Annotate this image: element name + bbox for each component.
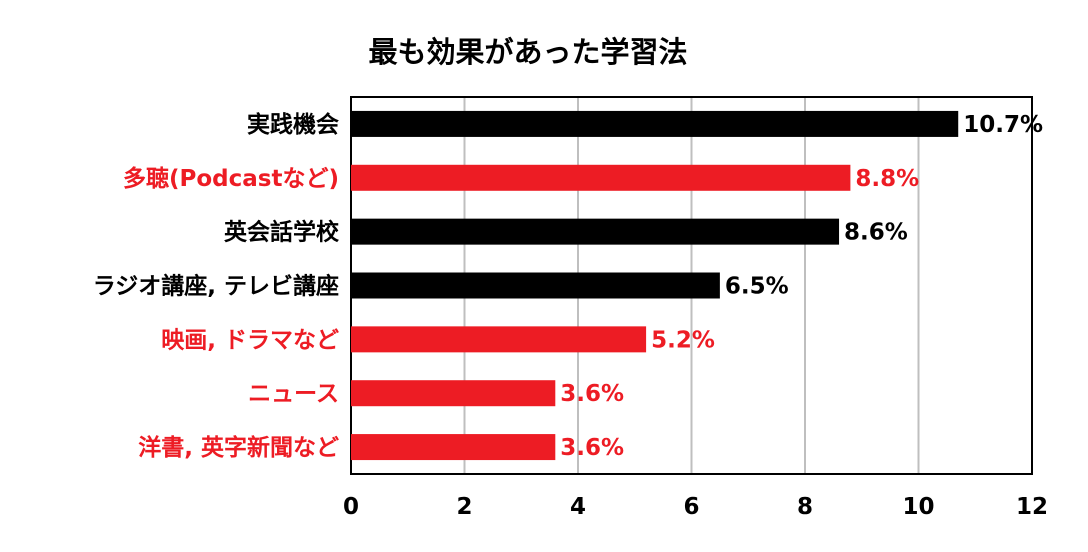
category-label: ラジオ講座, テレビ講座 — [93, 273, 339, 300]
data-label: 3.6% — [560, 381, 624, 407]
bar — [351, 326, 647, 353]
data-label: 3.6% — [560, 435, 624, 461]
x-tick-label: 10 — [902, 494, 934, 520]
data-label: 8.6% — [844, 220, 908, 246]
x-tick-label: 0 — [343, 494, 359, 520]
bar — [351, 380, 556, 407]
bars — [351, 110, 959, 461]
chart-title: 最も効果があった学習法 — [368, 35, 687, 69]
x-axis-tick-labels: 0 2 4 6 8 10 12 — [343, 494, 1048, 520]
data-label: 5.2% — [651, 327, 715, 353]
x-tick-label: 6 — [683, 494, 699, 520]
category-label: 映画, ドラマなど — [161, 327, 339, 353]
x-tick-label: 2 — [456, 494, 472, 520]
x-tick-label: 12 — [1016, 494, 1048, 520]
category-label: 洋書, 英字新聞など — [138, 434, 339, 461]
bar — [351, 218, 840, 245]
value-labels: 10.7% 8.8% 8.6% 6.5% 5.2% 3.6% 3.6% — [560, 112, 1043, 461]
bar — [351, 434, 556, 461]
bar — [351, 272, 720, 299]
category-label: 英会話学校 — [224, 219, 340, 246]
bar — [351, 110, 959, 137]
x-tick-label: 8 — [797, 494, 813, 520]
category-label: 実践機会 — [247, 111, 339, 138]
data-label: 10.7% — [963, 112, 1043, 138]
bar — [351, 164, 851, 191]
data-label: 6.5% — [725, 274, 789, 300]
data-label: 8.8% — [855, 166, 919, 192]
category-label: 多聴(Podcastなど) — [123, 165, 339, 192]
x-tick-label: 4 — [570, 494, 586, 520]
category-label: ニュース — [248, 381, 339, 407]
